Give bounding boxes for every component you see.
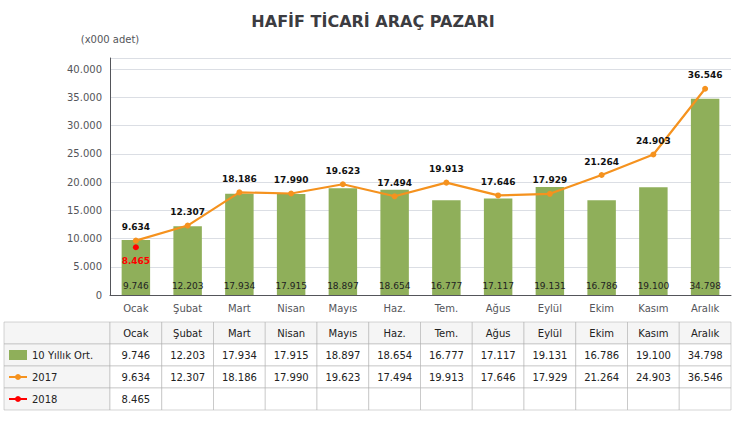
svg-text:10 Yıllık Ort.: 10 Yıllık Ort.	[32, 350, 93, 361]
svg-text:36.546: 36.546	[688, 70, 723, 80]
svg-text:5.000: 5.000	[73, 261, 102, 272]
svg-text:17.934: 17.934	[224, 281, 256, 291]
svg-text:Aralık: Aralık	[691, 303, 720, 314]
svg-text:19.913: 19.913	[429, 164, 464, 174]
svg-text:Nisan: Nisan	[277, 303, 305, 314]
svg-text:18.186: 18.186	[222, 372, 257, 383]
svg-text:17.929: 17.929	[533, 175, 568, 185]
svg-text:16.786: 16.786	[584, 350, 619, 361]
svg-text:21.264: 21.264	[584, 157, 619, 167]
svg-text:17.494: 17.494	[377, 178, 412, 188]
svg-text:Ocak: Ocak	[123, 328, 148, 339]
svg-text:Tem.: Tem.	[434, 328, 458, 339]
svg-text:19.913: 19.913	[429, 372, 464, 383]
svg-text:17.915: 17.915	[275, 281, 307, 291]
svg-text:36.546: 36.546	[688, 372, 723, 383]
svg-text:Ocak: Ocak	[123, 303, 148, 314]
svg-text:16.777: 16.777	[431, 281, 463, 291]
svg-text:20.000: 20.000	[67, 177, 102, 188]
svg-text:Şubat: Şubat	[173, 303, 202, 314]
svg-text:19.100: 19.100	[638, 281, 670, 291]
svg-text:Tem.: Tem.	[434, 303, 458, 314]
svg-text:Ağus: Ağus	[486, 303, 511, 314]
svg-text:17.929: 17.929	[532, 372, 567, 383]
svg-text:9.634: 9.634	[122, 222, 150, 232]
svg-text:34.798: 34.798	[689, 281, 721, 291]
svg-text:18.897: 18.897	[327, 281, 359, 291]
svg-text:0: 0	[96, 290, 102, 301]
svg-text:10.000: 10.000	[67, 233, 102, 244]
svg-text:16.777: 16.777	[429, 350, 464, 361]
svg-text:Mart: Mart	[228, 328, 251, 339]
svg-text:Aralık: Aralık	[691, 328, 720, 339]
svg-text:Haz.: Haz.	[384, 328, 406, 339]
svg-text:19.131: 19.131	[534, 281, 566, 291]
svg-text:17.494: 17.494	[377, 372, 412, 383]
svg-text:12.203: 12.203	[170, 350, 205, 361]
svg-text:12.307: 12.307	[170, 207, 205, 217]
svg-text:(x000 adet): (x000 adet)	[81, 34, 140, 45]
svg-text:17.915: 17.915	[274, 350, 309, 361]
svg-text:17.646: 17.646	[481, 372, 516, 383]
svg-text:8.465: 8.465	[122, 256, 150, 266]
svg-text:19.131: 19.131	[532, 350, 567, 361]
svg-text:24.903: 24.903	[636, 136, 671, 146]
svg-text:19.623: 19.623	[326, 166, 361, 176]
svg-text:18.654: 18.654	[377, 350, 412, 361]
svg-text:Mayıs: Mayıs	[329, 303, 358, 314]
svg-text:12.307: 12.307	[170, 372, 205, 383]
svg-text:35.000: 35.000	[67, 92, 102, 103]
svg-text:Kasım: Kasım	[638, 303, 668, 314]
svg-text:17.117: 17.117	[482, 281, 514, 291]
svg-text:2018: 2018	[32, 394, 57, 405]
svg-text:Ekim: Ekim	[589, 328, 614, 339]
svg-text:9.634: 9.634	[122, 372, 151, 383]
svg-text:2017: 2017	[32, 372, 57, 383]
svg-text:34.798: 34.798	[688, 350, 723, 361]
svg-text:19.623: 19.623	[325, 372, 360, 383]
svg-text:Haz.: Haz.	[384, 303, 406, 314]
svg-text:17.990: 17.990	[274, 372, 309, 383]
svg-text:Eylül: Eylül	[538, 328, 562, 339]
svg-text:Nisan: Nisan	[277, 328, 305, 339]
svg-text:40.000: 40.000	[67, 64, 102, 75]
svg-text:Ağus: Ağus	[486, 328, 511, 339]
svg-text:Mayıs: Mayıs	[329, 328, 358, 339]
svg-text:Kasım: Kasım	[638, 328, 668, 339]
svg-text:8.465: 8.465	[122, 394, 151, 405]
svg-text:Şubat: Şubat	[173, 328, 202, 339]
svg-text:19.100: 19.100	[636, 350, 671, 361]
svg-text:Mart: Mart	[228, 303, 251, 314]
svg-text:30.000: 30.000	[67, 120, 102, 131]
svg-text:12.203: 12.203	[172, 281, 204, 291]
svg-text:HAFİF TİCARİ ARAÇ PAZARI: HAFİF TİCARİ ARAÇ PAZARI	[251, 12, 494, 31]
svg-text:Eylül: Eylül	[538, 303, 562, 314]
svg-text:24.903: 24.903	[636, 372, 671, 383]
svg-text:25.000: 25.000	[67, 148, 102, 159]
svg-text:18.186: 18.186	[222, 174, 257, 184]
svg-text:18.654: 18.654	[379, 281, 411, 291]
svg-text:17.646: 17.646	[481, 177, 516, 187]
svg-text:17.934: 17.934	[222, 350, 257, 361]
svg-text:9.746: 9.746	[123, 281, 149, 291]
svg-text:Ekim: Ekim	[589, 303, 614, 314]
svg-text:15.000: 15.000	[67, 205, 102, 216]
svg-text:9.746: 9.746	[122, 350, 151, 361]
svg-text:18.897: 18.897	[325, 350, 360, 361]
svg-text:21.264: 21.264	[584, 372, 619, 383]
svg-text:17.117: 17.117	[481, 350, 516, 361]
svg-text:16.786: 16.786	[586, 281, 618, 291]
svg-text:17.990: 17.990	[274, 175, 309, 185]
